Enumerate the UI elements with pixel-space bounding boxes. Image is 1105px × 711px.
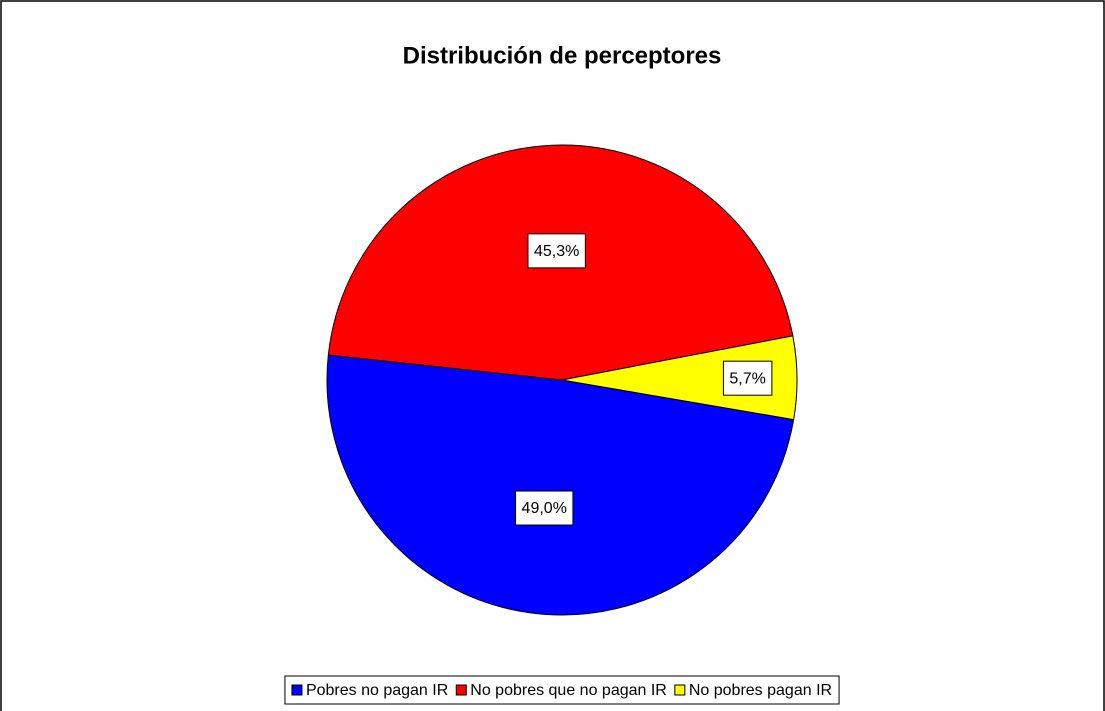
data-labels: 49,0% 45,3% 5,7% — [515, 233, 773, 526]
legend-label: No pobres que no pagan IR — [470, 682, 667, 699]
legend-swatch — [455, 684, 467, 696]
legend-frame — [284, 675, 840, 705]
data-label-box — [722, 360, 773, 396]
legend-label: Pobres no pagan IR — [306, 682, 448, 699]
legend: Pobres no pagan IR No pobres que no pagan… — [284, 675, 840, 705]
data-label-box — [515, 490, 574, 526]
data-label: 49,0% — [522, 500, 567, 517]
data-label: 5,7% — [729, 370, 765, 387]
data-label: 45,3% — [534, 243, 579, 260]
pie-slice — [561, 335, 798, 421]
legend-label: No pobres pagan IR — [689, 682, 832, 699]
legend-swatch — [291, 684, 303, 696]
chart-title: Distribución de perceptores — [403, 42, 722, 69]
pie-slice — [326, 354, 795, 616]
legend-swatch — [674, 684, 686, 696]
data-label-box — [527, 233, 586, 269]
